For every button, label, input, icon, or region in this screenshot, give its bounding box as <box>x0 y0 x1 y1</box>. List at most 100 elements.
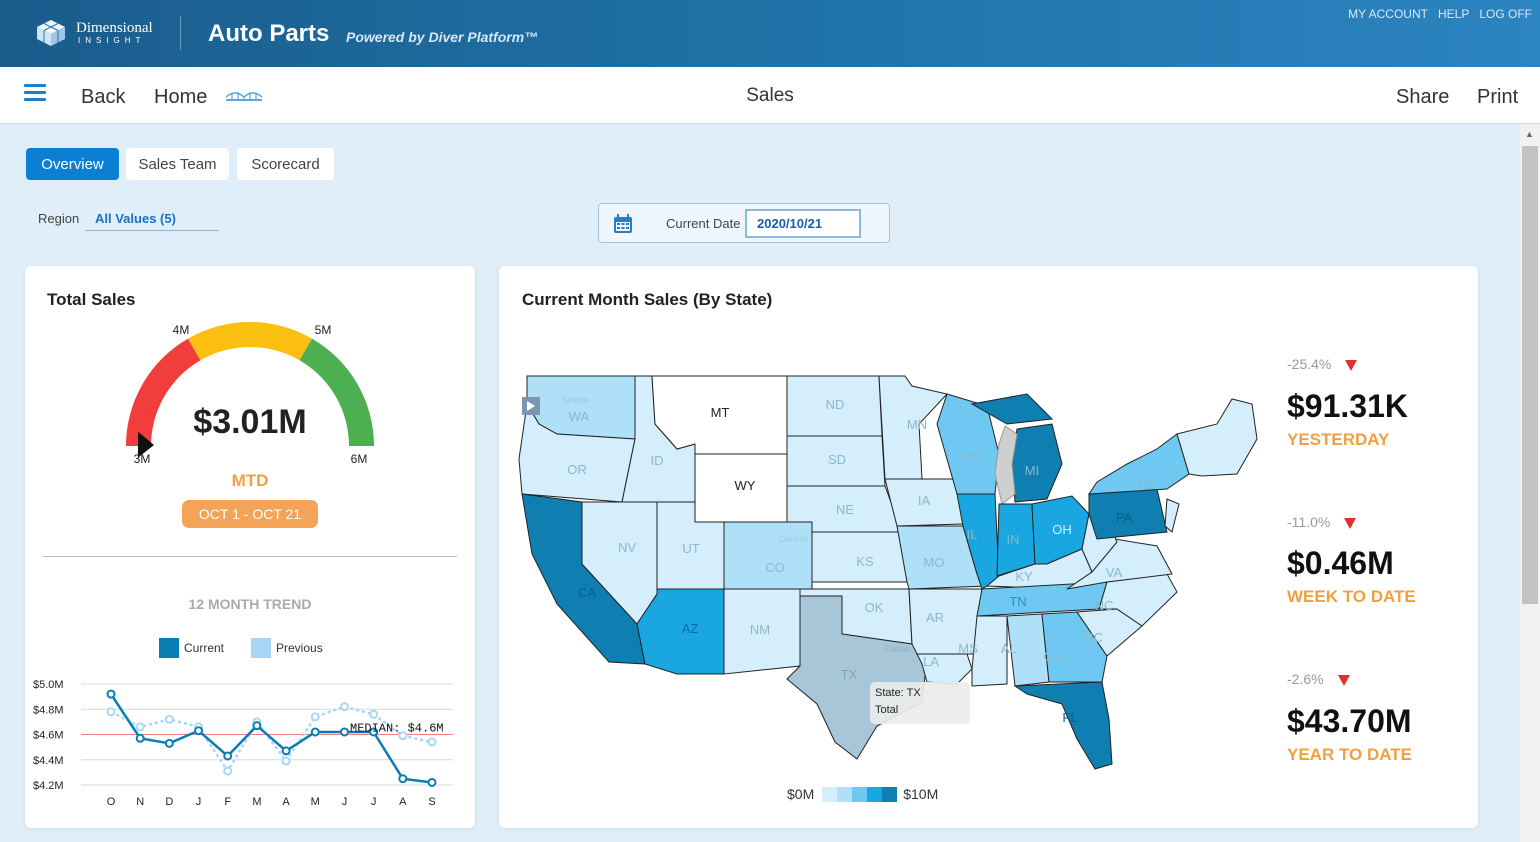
trend-point-current <box>164 738 174 748</box>
map-label-mt: MT <box>711 405 730 420</box>
map-label-va: VA <box>1106 565 1123 580</box>
region-filter-select[interactable]: All Values (5) <box>85 203 219 231</box>
kpi-yesterday-change: -25.4% <box>1287 356 1358 372</box>
gauge-tick-4m: 4M <box>173 323 190 337</box>
tab-scorecard[interactable]: Scorecard <box>237 148 334 180</box>
trend-series-previous <box>110 705 433 774</box>
my-account-link[interactable]: MY ACCOUNT <box>1348 7 1428 21</box>
current-date-input[interactable]: 2020/10/21 <box>745 209 861 238</box>
map-city-dallas: Dallas <box>885 644 911 654</box>
scrollbar-thumb[interactable] <box>1522 146 1538 604</box>
mtd-label: MTD <box>231 471 269 490</box>
legend-current-label: Current <box>184 641 225 655</box>
trend-median-label: MEDIAN: $4.6M <box>350 722 444 736</box>
dimensional-insight-logo[interactable]: Dimensional INSIGHT <box>34 18 164 50</box>
region-filter-label: Region <box>38 211 80 226</box>
map-label-nm: NM <box>750 622 770 637</box>
state-fl[interactable] <box>1013 681 1113 770</box>
down-arrow-icon <box>1337 674 1350 686</box>
gauge-segment-high <box>299 338 374 446</box>
share-button[interactable]: Share <box>1396 86 1450 108</box>
trend-x-tick: M <box>311 796 320 808</box>
trend-x-tick: S <box>428 796 435 808</box>
calendar-icon[interactable] <box>613 214 633 234</box>
state-co[interactable] <box>723 521 813 590</box>
kpi-yesterday-value: $91.31K <box>1287 388 1408 424</box>
legend-bin-5 <box>882 786 898 802</box>
map-title: Current Month Sales (By State) <box>522 290 773 309</box>
state-ga[interactable] <box>1041 611 1108 683</box>
tab-sales-team[interactable]: Sales Team <box>126 148 229 180</box>
kpi-wtd-label: WEEK TO DATE <box>1287 587 1416 606</box>
map-label-ga: GA <box>1044 649 1063 664</box>
map-label-sc: SC <box>1085 630 1103 645</box>
state-nj[interactable] <box>1164 498 1180 533</box>
trend-point-current <box>427 777 437 787</box>
home-button[interactable]: Home <box>154 86 208 108</box>
scroll-up-arrow-icon[interactable]: ▲ <box>1525 129 1534 139</box>
trend-point-previous <box>427 737 437 747</box>
total-sales-card: Total Sales 3M 4M 5M 6M $3.01M MTD OCT 1… <box>25 266 475 828</box>
gauge-segment-low <box>126 338 201 446</box>
current-date-label: Current Date <box>666 216 741 231</box>
legend-previous[interactable]: Previous <box>251 638 323 658</box>
kpi-yesterday-change-text: -25.4% <box>1287 356 1332 372</box>
trend-y-tick: $5.0M <box>33 679 64 691</box>
legend-current[interactable]: Current <box>159 638 224 658</box>
print-button[interactable]: Print <box>1477 86 1519 108</box>
legend-bin-3 <box>852 786 868 802</box>
state-ms[interactable] <box>971 615 1008 687</box>
sales-gauge: 3M 4M 5M 6M <box>126 321 374 466</box>
trend-point-previous <box>281 756 291 766</box>
trend-point-current <box>310 727 320 737</box>
trend-x-tick: D <box>165 796 173 808</box>
back-button[interactable]: Back <box>81 86 126 108</box>
map-label-or: OR <box>567 462 587 477</box>
map-label-pa: PA <box>1116 510 1133 525</box>
map-label-ok: OK <box>865 600 884 615</box>
state-tx[interactable] <box>786 595 928 760</box>
down-arrow-icon <box>1344 517 1357 529</box>
account-links: MY ACCOUNT HELP LOG OFF <box>1348 7 1532 21</box>
state-sales-card: Current Month Sales (By State) <box>499 266 1478 828</box>
legend-min-label: $0M <box>787 786 815 802</box>
trend-point-previous <box>135 722 145 732</box>
trend-point-current <box>106 689 116 699</box>
map-label-fl: FL <box>1062 710 1077 725</box>
map-label-az: AZ <box>682 621 699 636</box>
map-label-al: AL <box>1001 641 1017 656</box>
help-link[interactable]: HELP <box>1437 7 1470 21</box>
trend-point-previous <box>223 766 233 776</box>
trend-x-tick: F <box>224 796 231 808</box>
log-off-link[interactable]: LOG OFF <box>1479 7 1532 21</box>
bridge-icon[interactable] <box>224 87 264 105</box>
trend-y-tick: $4.2M <box>33 780 64 792</box>
trend-x-tick: N <box>136 796 144 808</box>
total-sales-title: Total Sales <box>47 290 136 309</box>
cube-logo-icon <box>37 20 65 46</box>
legend-bin-2 <box>837 786 853 802</box>
trend-x-tick: J <box>371 796 377 808</box>
map-label-ut: UT <box>682 541 699 556</box>
map-label-sd: SD <box>828 452 846 467</box>
legend-previous-label: Previous <box>276 641 323 655</box>
map-label-id: ID <box>651 453 664 468</box>
trend-x-tick: J <box>342 796 348 808</box>
map-label-ky: KY <box>1015 569 1033 584</box>
trend-point-current <box>339 727 349 737</box>
state-mi-upper[interactable] <box>970 393 1054 425</box>
legend-current-swatch <box>159 638 179 658</box>
trend-point-current <box>252 721 262 731</box>
hamburger-menu-icon[interactable] <box>24 84 46 102</box>
logo-text: Dimensional <box>76 20 153 36</box>
tab-overview[interactable]: Overview <box>26 148 119 180</box>
map-label-mo: MO <box>924 555 945 570</box>
legend-bin-1 <box>822 786 838 802</box>
tooltip-state: State: TX <box>875 687 921 699</box>
map-label-nc: NC <box>1095 598 1114 613</box>
state-new-england[interactable] <box>1176 398 1258 477</box>
trend-point-current <box>369 727 379 737</box>
legend-previous-swatch <box>251 638 271 658</box>
trend-point-current <box>281 746 291 756</box>
trend-y-tick: $4.8M <box>33 704 64 716</box>
